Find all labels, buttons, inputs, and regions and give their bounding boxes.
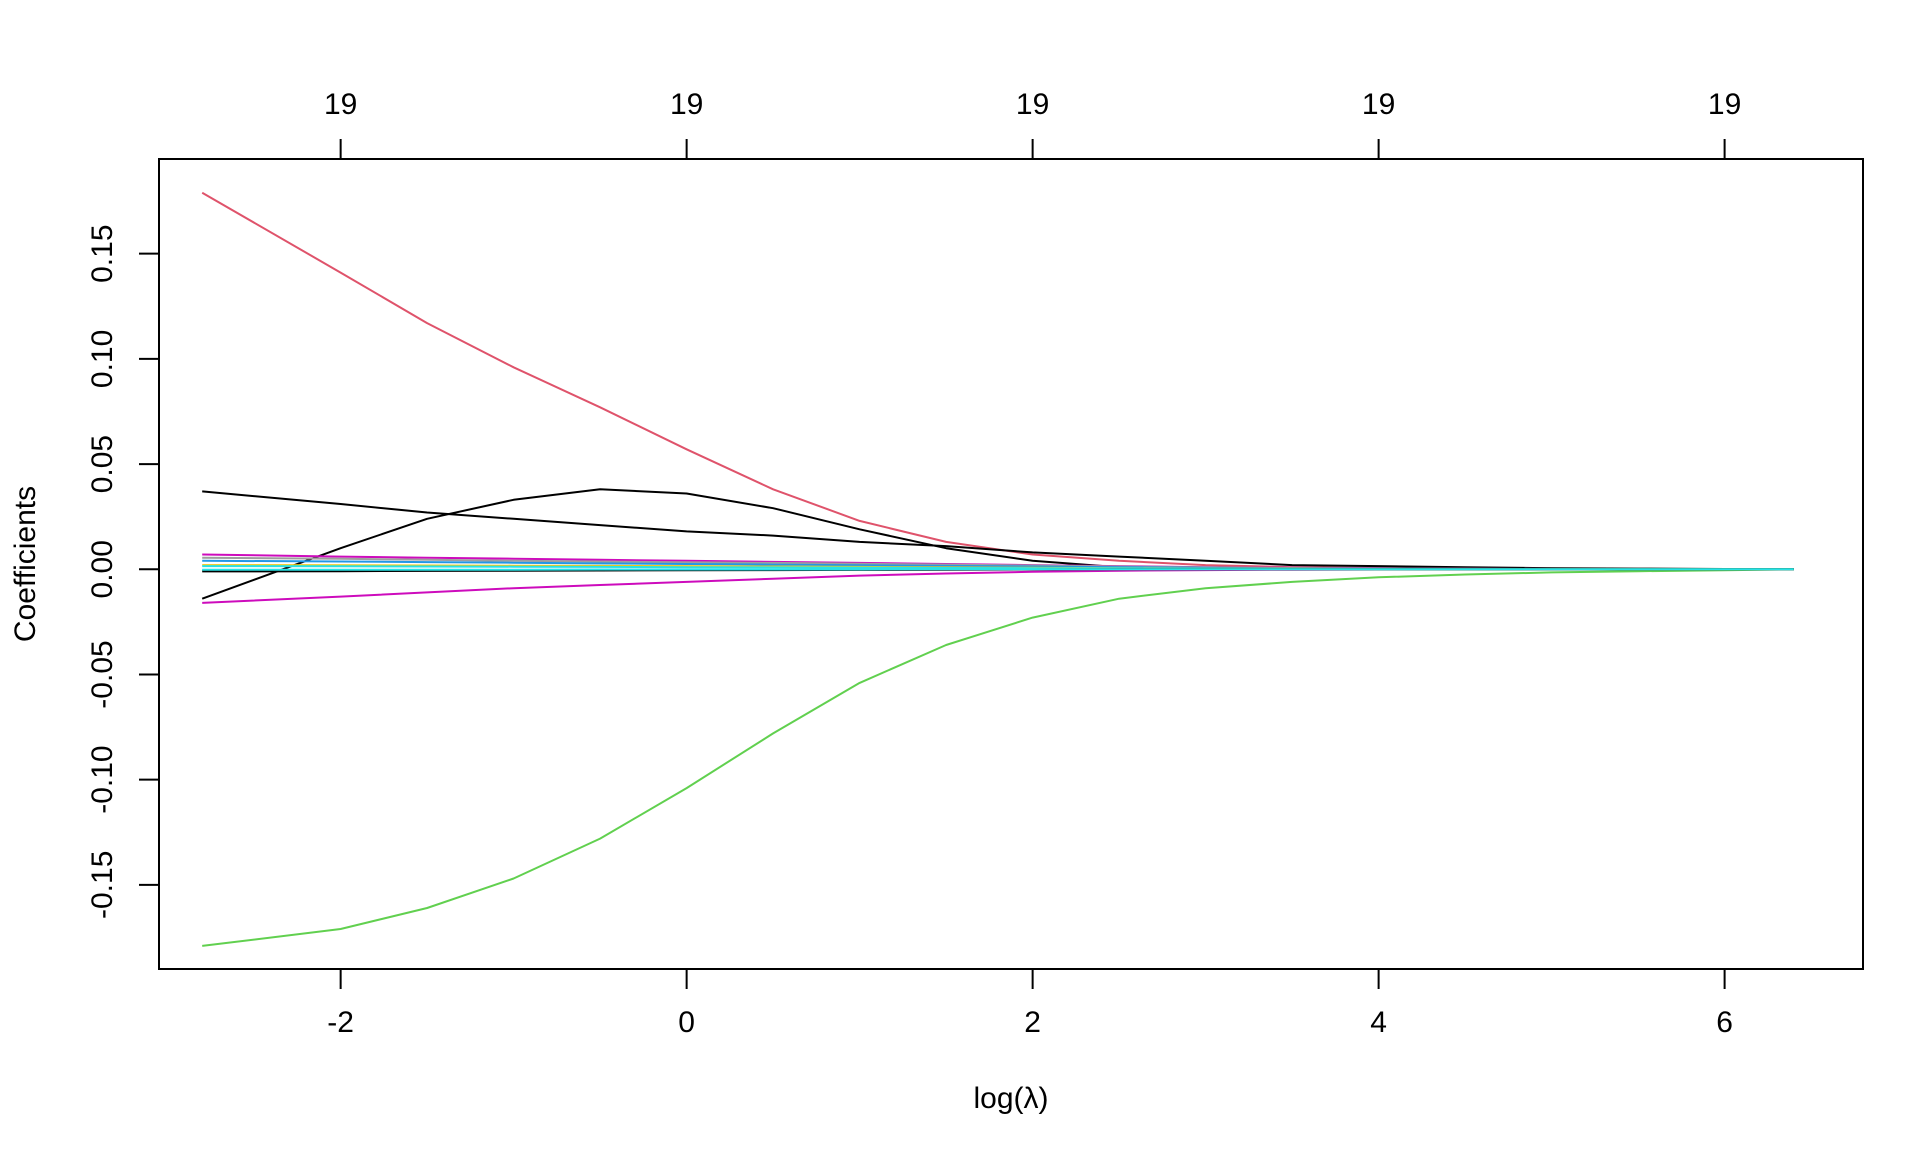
x-axis-title: log(λ) <box>973 1082 1048 1115</box>
x-tick-label: 4 <box>1370 1006 1387 1039</box>
top-tick-label: 19 <box>324 88 357 121</box>
x-tick-label: 0 <box>678 1006 695 1039</box>
x-tick-label: -2 <box>327 1006 354 1039</box>
top-tick-label: 19 <box>1016 88 1049 121</box>
x-tick-label: 2 <box>1024 1006 1041 1039</box>
y-tick-label: 0.00 <box>86 540 119 598</box>
x-tick-label: 6 <box>1716 1006 1733 1039</box>
y-tick-label: -0.15 <box>86 851 119 919</box>
y-tick-label: 0.05 <box>86 435 119 493</box>
y-tick-label: -0.05 <box>86 640 119 708</box>
top-tick-label: 19 <box>670 88 703 121</box>
y-tick-label: 0.10 <box>86 330 119 388</box>
top-tick-label: 19 <box>1708 88 1741 121</box>
top-tick-label: 19 <box>1362 88 1395 121</box>
y-tick-label: -0.10 <box>86 745 119 813</box>
y-tick-label: 0.15 <box>86 225 119 283</box>
y-axis-title: Coefficients <box>9 486 42 642</box>
